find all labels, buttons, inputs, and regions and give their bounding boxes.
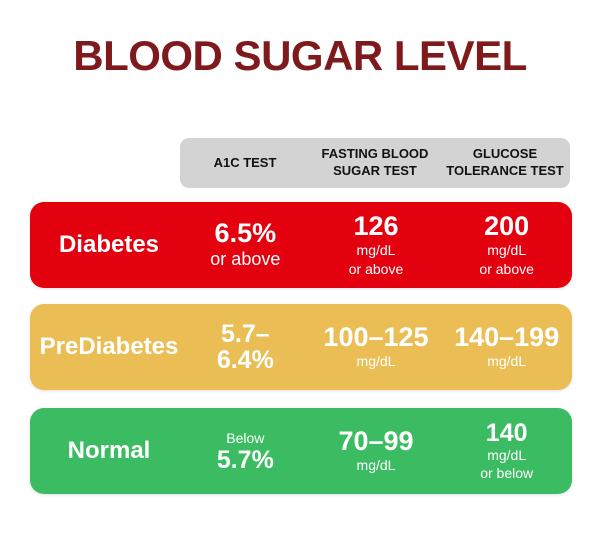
cell-prediabetes-a1c: 5.7– 6.4% — [180, 319, 311, 374]
value-text: 6.5% — [214, 217, 277, 248]
cell-prediabetes-glucose: 140–199 mg/dL — [441, 323, 572, 370]
row-diabetes: Diabetes 6.5% or above 126 mg/dL or abov… — [30, 202, 572, 288]
value-text: 70–99 — [338, 426, 414, 457]
unit-text: mg/dL — [356, 353, 396, 370]
unit-text: mg/dL — [487, 353, 527, 370]
column-header-glucose-tolerance-test: GLUCOSE TOLERANCE TEST — [446, 146, 564, 178]
value-text: 126 — [353, 211, 399, 242]
cell-normal-fasting: 70–99 mg/dL — [311, 427, 442, 474]
unit-text: mg/dL — [356, 242, 396, 259]
cell-diabetes-a1c: 6.5% or above — [180, 217, 311, 272]
note-text: or above — [479, 260, 534, 277]
note-text: or below — [480, 465, 534, 482]
cell-prediabetes-fasting: 100–125 mg/dL — [311, 323, 442, 370]
column-header-a1c-test: A1C TEST — [213, 154, 277, 170]
row-label-prediabetes: PreDiabetes — [39, 333, 179, 360]
note-text: or above — [210, 248, 281, 269]
row-prediabetes: PreDiabetes 5.7– 6.4% 100–125 mg/dL 140–… — [30, 304, 572, 390]
cell-diabetes-glucose: 200 mg/dL or above — [441, 212, 572, 278]
row-label-normal: Normal — [67, 437, 151, 464]
value-text: 100–125 — [323, 322, 429, 353]
value-text: 5.7– — [220, 319, 270, 348]
cell-normal-a1c: Below 5.7% — [180, 429, 311, 473]
test-header: A1C TEST FASTING BLOOD SUGAR TEST GLUCOS… — [180, 138, 570, 188]
row-label-diabetes: Diabetes — [58, 231, 160, 258]
unit-text: mg/dL — [487, 446, 527, 463]
unit-text: mg/dL — [356, 457, 396, 474]
value-text: 5.7% — [216, 445, 274, 474]
note-text: Below — [226, 429, 265, 446]
value-text: 200 — [484, 211, 530, 242]
unit-text: mg/dL — [487, 242, 527, 259]
cell-normal-glucose: 140 mg/dL or below — [441, 418, 572, 483]
note-text: or above — [348, 260, 404, 277]
cell-diabetes-fasting: 126 mg/dL or above — [311, 212, 442, 278]
column-header-fasting-blood-sugar-test: FASTING BLOOD SUGAR TEST — [321, 146, 429, 178]
row-normal: Normal Below 5.7% 70–99 mg/dL 140 mg/dL … — [30, 408, 572, 494]
page-title: BLOOD SUGAR LEVEL — [73, 32, 527, 79]
value-text: 140–199 — [454, 322, 560, 353]
value-text: 6.4% — [216, 346, 274, 374]
value-text: 140 — [485, 418, 528, 447]
